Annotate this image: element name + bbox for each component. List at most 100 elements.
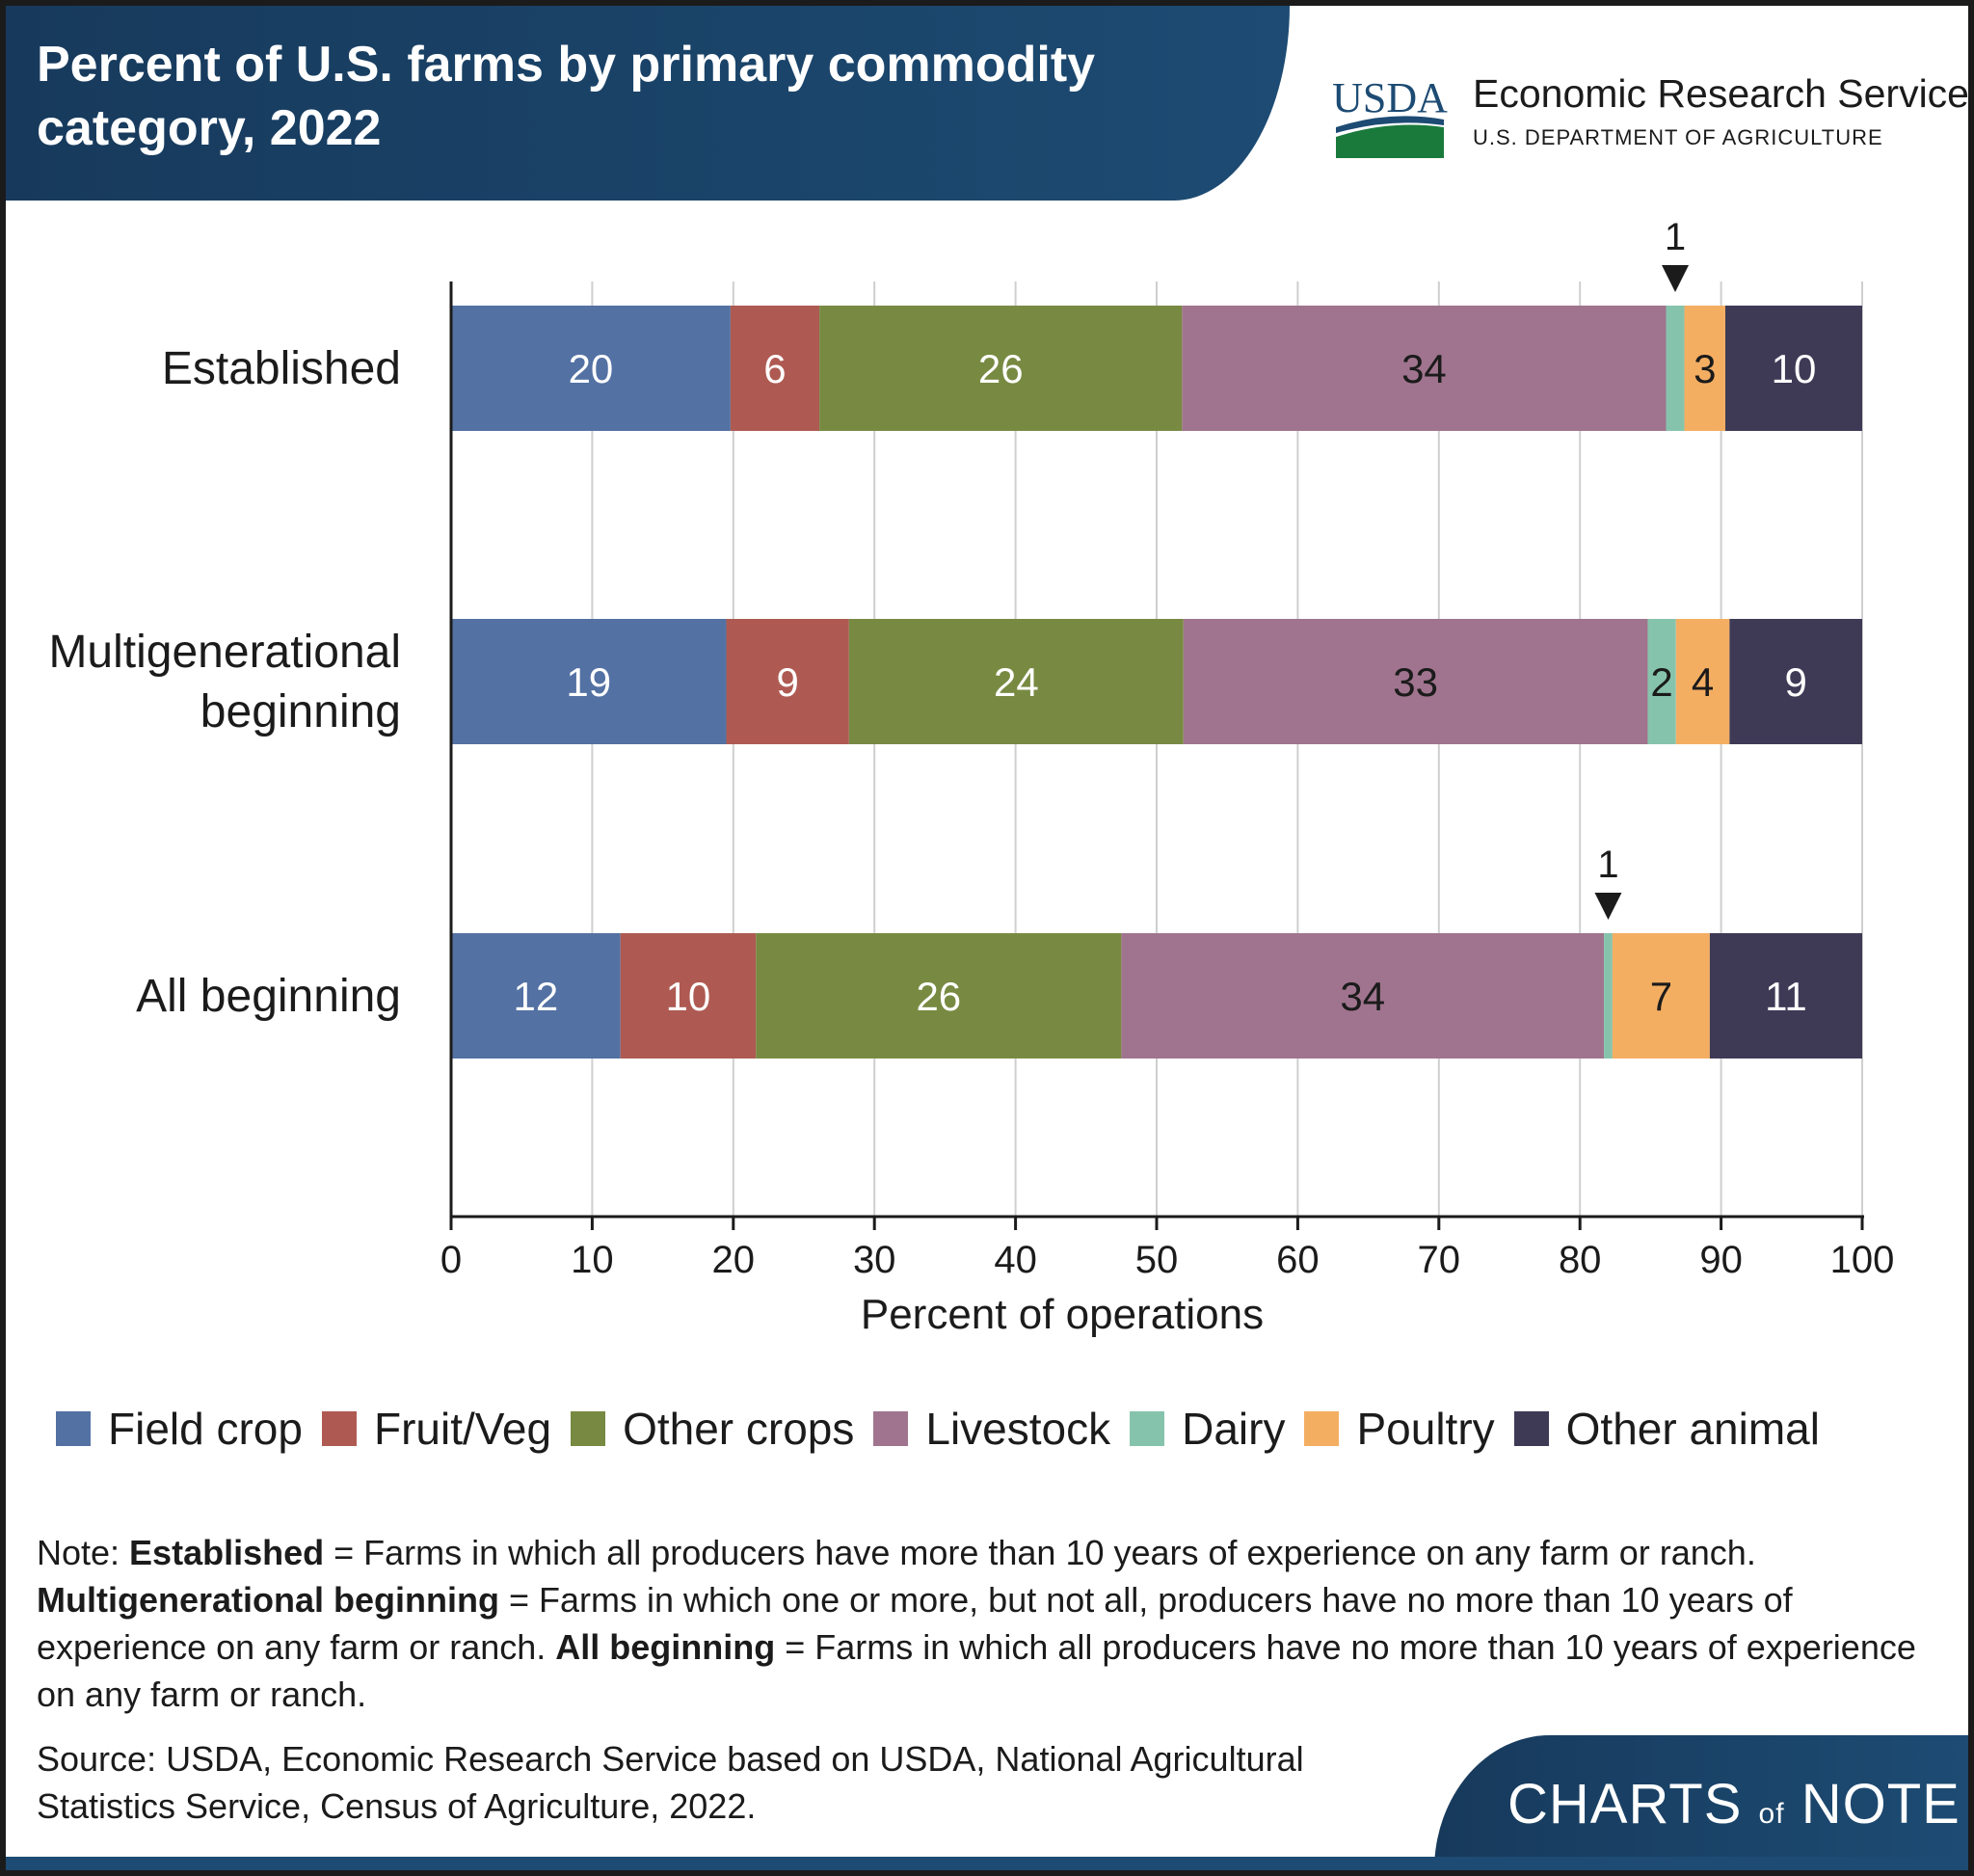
legend-swatch-other-crops xyxy=(571,1411,606,1446)
callout-arrow-1 xyxy=(1662,265,1690,292)
legend-item-field-crop: Field crop xyxy=(56,1403,303,1455)
data-label-livestock-2: 33 xyxy=(1393,659,1438,705)
data-label-other-crops-1: 26 xyxy=(978,346,1024,391)
note-all-def: = Farms in which all producers have no m… xyxy=(37,1627,1916,1714)
bar-livestock-2 xyxy=(1183,619,1648,744)
x-tick-label-70: 70 xyxy=(1418,1239,1461,1281)
legend-swatch-livestock xyxy=(873,1411,909,1446)
chart-title: Percent of U.S. farms by primary commodi… xyxy=(37,37,1096,156)
charts-of-note-logo: CHARTS of NOTE xyxy=(1507,1772,1961,1836)
legend: Field crop Fruit/Veg Other crops Livestock D… xyxy=(56,1400,1926,1458)
data-label-field-crop-1: 20 xyxy=(569,346,614,391)
legend-item-poultry: Poultry xyxy=(1304,1403,1495,1455)
data-label-poultry-1: 3 xyxy=(1694,346,1716,391)
legend-item-fruit-veg: Fruit/Veg xyxy=(321,1403,552,1455)
bar-other-crops-2 xyxy=(848,619,1184,744)
bar-field-crop-1 xyxy=(451,306,731,431)
x-tick-label-30: 30 xyxy=(853,1239,896,1281)
callout-arrow-2 xyxy=(1594,893,1622,920)
bar-fruit-veg-3 xyxy=(620,933,757,1059)
legend-swatch-other-animal xyxy=(1513,1411,1549,1446)
bar-other-crops-1 xyxy=(819,306,1183,431)
callout-label-1: 1 xyxy=(1665,216,1686,258)
x-axis-title: Percent of operations xyxy=(861,1291,1264,1338)
charts-of-note-word2: of xyxy=(1758,1798,1785,1830)
bar-dairy-2 xyxy=(1647,619,1676,744)
x-tick-label-0: 0 xyxy=(440,1239,462,1281)
x-tick-label-50: 50 xyxy=(1135,1239,1179,1281)
legend-item-livestock: Livestock xyxy=(873,1403,1110,1455)
axes: 0 10 20 30 40 50 60 70 80 90 100 Percent of operati… xyxy=(440,281,1895,1338)
bar-poultry-2 xyxy=(1675,619,1730,744)
category-label-2: beginning xyxy=(200,686,401,737)
legend-label-livestock: Livestock xyxy=(925,1404,1111,1454)
legend-item-other-animal: Other animal xyxy=(1513,1403,1820,1455)
note-multi-term: Multigenerational beginning xyxy=(37,1580,499,1620)
bar-fruit-veg-1 xyxy=(730,306,820,431)
legend-item-dairy: Dairy xyxy=(1130,1403,1285,1455)
x-tick-label-80: 80 xyxy=(1559,1239,1602,1281)
labels: 20 6 26 34 3 10 Established 19 9 24 33 2 4 9 Multigene… xyxy=(48,216,1816,1022)
legend-swatch-dairy xyxy=(1130,1411,1165,1446)
data-label-other-animal-3: 11 xyxy=(1765,974,1807,1019)
note-prefix: Note: xyxy=(37,1533,130,1572)
data-label-fruit-veg-1: 6 xyxy=(763,346,786,391)
note-all-term: All beginning xyxy=(555,1627,776,1667)
charts-of-note-word3: NOTE xyxy=(1801,1773,1961,1836)
x-tick-label-20: 20 xyxy=(712,1239,756,1281)
data-label-other-crops-3: 26 xyxy=(916,974,961,1019)
legend-label-other-crops: Other crops xyxy=(623,1404,855,1454)
data-label-poultry-2: 4 xyxy=(1692,659,1714,705)
x-tick-label-40: 40 xyxy=(994,1239,1037,1281)
x-tick-label-10: 10 xyxy=(571,1239,614,1281)
category-label-2: Multigenerational xyxy=(48,627,401,678)
legend-swatch-field-crop xyxy=(56,1411,91,1446)
legend-swatch-poultry xyxy=(1304,1411,1340,1446)
agency-name: Economic Research Service xyxy=(1473,71,1969,116)
bar-other-crops-3 xyxy=(756,933,1122,1059)
bar-other-animal-3 xyxy=(1709,933,1862,1059)
usda-logo-field xyxy=(1336,124,1444,158)
bar-poultry-1 xyxy=(1684,306,1725,431)
category-label-1: Established xyxy=(162,343,401,394)
data-label-fruit-veg-2: 9 xyxy=(776,659,798,705)
legend-label-fruit-veg: Fruit/Veg xyxy=(373,1404,552,1454)
callout-label-2: 1 xyxy=(1597,844,1618,886)
data-label-fruit-veg-3: 10 xyxy=(666,974,711,1019)
data-label-other-animal-2: 9 xyxy=(1785,659,1807,705)
usda-logo-text: USDA xyxy=(1332,74,1448,121)
bar-dairy-3 xyxy=(1604,933,1613,1059)
note-established-def: = Farms in which all producers have more… xyxy=(324,1533,1756,1572)
bar-other-animal-2 xyxy=(1729,619,1862,744)
x-tick-label-100: 100 xyxy=(1830,1239,1895,1281)
data-label-poultry-3: 7 xyxy=(1650,974,1672,1019)
data-label-livestock-3: 34 xyxy=(1340,974,1385,1019)
charts-of-note-word1: CHARTS xyxy=(1507,1773,1743,1836)
charts-of-note-badge xyxy=(1434,1735,1968,1870)
note-established-term: Established xyxy=(129,1533,325,1572)
note-multi-def: = Farms in which one or more, but not al… xyxy=(37,1580,1793,1667)
legend-label-dairy: Dairy xyxy=(1182,1404,1286,1454)
bar-field-crop-2 xyxy=(451,619,727,744)
header-band xyxy=(6,6,1290,201)
x-tick-label-90: 90 xyxy=(1699,1239,1743,1281)
stacked-bar-chart: 0 10 20 30 40 50 60 70 80 90 100 Percent of operati… xyxy=(48,216,1895,1338)
gridlines xyxy=(591,281,1863,1217)
note: Note: Established = Farms in which all p… xyxy=(37,1529,1935,1718)
usda-logo-swoosh xyxy=(1336,116,1444,133)
x-tick-label-60: 60 xyxy=(1276,1239,1320,1281)
data-label-livestock-1: 34 xyxy=(1401,346,1447,391)
data-label-field-crop-3: 12 xyxy=(513,974,558,1019)
legend-swatch-fruit-veg xyxy=(321,1411,357,1446)
data-label-other-crops-2: 24 xyxy=(994,659,1039,705)
data-label-other-animal-1: 10 xyxy=(1772,346,1817,391)
bars xyxy=(451,306,1862,1059)
bar-field-crop-3 xyxy=(451,933,621,1059)
agency-department: U.S. DEPARTMENT OF AGRICULTURE xyxy=(1473,125,1883,149)
legend-label-poultry: Poultry xyxy=(1356,1404,1495,1454)
bar-livestock-1 xyxy=(1182,306,1667,431)
bottom-strip xyxy=(6,1857,1968,1870)
bar-fruit-veg-2 xyxy=(726,619,849,744)
bar-other-animal-1 xyxy=(1724,306,1862,431)
usda-logo: USDA xyxy=(1332,74,1448,158)
